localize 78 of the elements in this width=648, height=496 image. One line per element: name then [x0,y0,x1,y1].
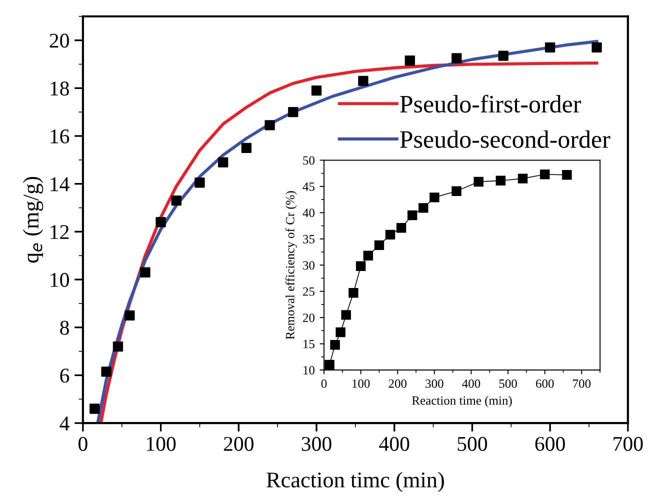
x-tick-label: 500 [458,436,488,451]
y-tick-label: 40 [302,208,314,218]
y-axis-title: Removal efficiency of Cr (%) [285,191,297,340]
x-tick-label: 100 [352,379,370,388]
point [336,327,346,338]
y-tick-label: 16 [50,129,70,144]
point [171,196,182,206]
point [518,174,528,184]
y-tick-label: 14 [50,177,70,192]
point [124,310,135,321]
x-tick-label: 700 [614,436,643,451]
point [363,250,374,261]
point [418,203,428,213]
point [288,106,298,118]
point [498,50,508,61]
point [194,178,205,188]
point [562,170,572,180]
x-tick-label: 0 [78,436,88,451]
point [452,186,462,196]
x-tick-label: 300 [426,379,444,388]
point [330,340,340,350]
y-tick-label: 30 [303,261,314,270]
y-tick-label: 20 [50,34,69,48]
x-tick-label: 200 [224,436,254,451]
x-tick-label: 700 [573,379,591,388]
y-tick-label: 50 [303,156,314,165]
y-tick-label: 10 [304,366,314,374]
point [218,157,228,168]
x-tick-label: 600 [536,379,554,388]
point [358,76,368,86]
x-tick-label: 300 [302,436,332,451]
point [356,261,366,272]
y-tick-label: 25 [303,287,314,296]
y-tick-label: 10 [50,272,69,287]
point [311,85,322,96]
y-tick-label: 6 [60,368,70,383]
x-axis-title: Rcaction timc (min) [266,472,444,492]
point [544,42,556,53]
x-tick-label: 400 [379,436,410,451]
x-axis-title: Reaction time (min) [412,396,512,408]
point [112,341,124,352]
point [385,230,396,240]
x-tick-label: 600 [535,436,565,451]
point [540,170,550,180]
point [90,404,100,414]
legend-label: Pseudo-first-order [400,94,582,113]
y-tick-label: 8 [60,320,69,335]
point [407,210,418,220]
point [140,267,150,278]
point [156,217,166,228]
y-tick-label: 18 [50,82,69,96]
point [341,310,351,320]
x-tick-label: 100 [147,436,176,451]
point [241,142,252,154]
y-tick-label: 20 [303,314,314,322]
point [474,176,484,187]
point [396,223,406,233]
x-tick-label: 200 [388,379,407,388]
point [101,366,112,377]
x-tick-label: 400 [462,379,480,388]
x-tick-label: 0 [321,379,327,388]
y-tick-label: 15 [304,340,314,348]
y-tick-label: 12 [50,225,69,239]
point [374,240,384,250]
point [404,56,416,66]
point [264,120,275,130]
point [592,42,602,53]
point [324,360,334,370]
y-axis-title: q$_{e}$ (mg/g) [22,176,44,263]
point [496,176,506,186]
legend-label: Pseudo-second-order [400,130,610,148]
y-tick-label: 45 [302,182,314,191]
y-tick-label: 4 [60,416,70,430]
point [452,53,462,64]
x-tick-label: 500 [499,379,517,388]
y-tick-label: 35 [303,234,314,244]
point [430,192,440,202]
point [348,288,358,298]
